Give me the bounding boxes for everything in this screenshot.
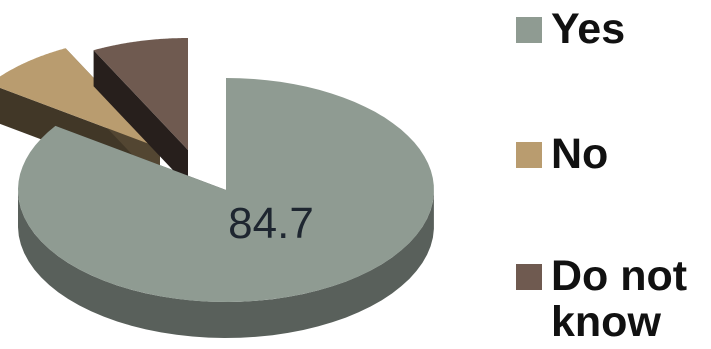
pie-slice-do-not-know — [93, 38, 188, 187]
legend-swatch-yes — [516, 17, 542, 43]
pie-side-yes — [18, 191, 434, 338]
data-label-yes: 84.7 — [228, 199, 314, 248]
legend-swatch-do-not-know — [516, 264, 542, 290]
legend-item-no: No — [516, 131, 711, 177]
pie-top-do-not-know — [93, 38, 188, 150]
legend-swatch-no — [516, 142, 542, 168]
legend-label-yes: Yes — [551, 5, 626, 53]
pie-top-yes — [18, 78, 434, 302]
legend-label-do-not-know: Do not know — [551, 252, 688, 346]
pie-slice-yes — [18, 78, 434, 338]
legend-label-no: No — [551, 130, 609, 178]
legend: Yes No Do not know — [516, 0, 711, 349]
pie-wall-do-not-know — [93, 50, 188, 187]
legend-item-yes: Yes — [516, 6, 711, 52]
pie-chart: 84.7 — [0, 38, 434, 338]
pie-top-no — [0, 48, 160, 148]
legend-item-do-not-know: Do not know — [516, 253, 711, 345]
